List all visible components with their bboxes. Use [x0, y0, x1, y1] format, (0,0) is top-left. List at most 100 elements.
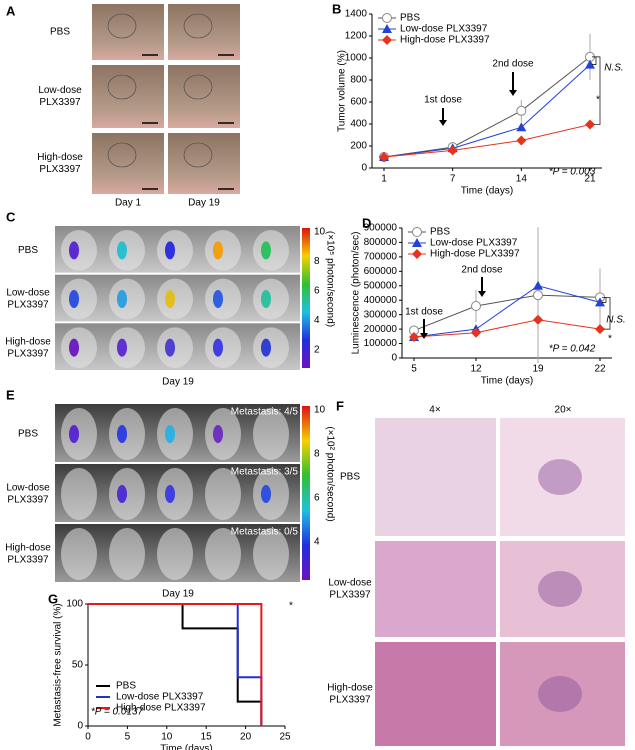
marker — [533, 290, 543, 301]
legend-label: Low-dose PLX3397 — [400, 24, 488, 35]
signal — [165, 338, 175, 357]
annotation: N.S. — [604, 63, 623, 74]
x-tick-label: 20 — [240, 732, 252, 743]
y-tick-label: 600000 — [364, 266, 398, 277]
signal — [261, 241, 271, 260]
mouse — [205, 468, 241, 520]
colorbar-unit: (×10⁵ photon/second) — [324, 231, 335, 327]
x-tick-label: 22 — [594, 364, 606, 375]
photo-detail — [107, 142, 137, 168]
annotation: 1st dose — [424, 95, 462, 106]
column-label: Day 19 — [188, 198, 220, 209]
marker — [471, 327, 481, 338]
row-label: PBS — [340, 472, 360, 483]
arrow-head — [478, 291, 486, 297]
legend-label: Low-dose PLX3397 — [430, 238, 518, 249]
y-tick-label: 700000 — [364, 252, 398, 263]
legend-label: High-dose PLX3397 — [400, 35, 490, 46]
signal — [69, 241, 79, 260]
x-tick-label: 10 — [161, 732, 173, 743]
histology — [375, 418, 496, 536]
y-tick-label: 600 — [350, 97, 367, 108]
histology — [375, 541, 496, 637]
x-tick-label: 25 — [279, 732, 291, 743]
legend-label: PBS — [400, 13, 420, 24]
caption: Day 19 — [162, 377, 194, 388]
metastasis-label: Metastasis: 3/5 — [231, 467, 299, 478]
row-label: Low-dose — [38, 85, 82, 96]
x-tick-label: 19 — [532, 364, 544, 375]
histology — [500, 541, 625, 637]
signal — [213, 338, 223, 357]
colorbar-tick: 8 — [314, 256, 320, 267]
signal — [117, 485, 127, 503]
signal — [261, 485, 271, 503]
y-tick-label: 300000 — [364, 309, 398, 320]
row-label: High-dose — [5, 336, 51, 347]
bracket — [594, 56, 601, 125]
caption: Day 19 — [162, 589, 194, 600]
annotation: * — [596, 95, 600, 106]
colorbar-tick: 4 — [314, 315, 320, 326]
x-axis-label: Time (days) — [461, 186, 513, 197]
legend-label: PBS — [116, 681, 136, 692]
mouse — [109, 528, 145, 580]
colorbar — [302, 228, 310, 368]
y-axis-label: Luminescence (photon/sec) — [351, 232, 362, 355]
metastasis-label: Metastasis: 0/5 — [231, 527, 299, 538]
lesion — [538, 676, 582, 712]
signal — [165, 485, 175, 503]
y-axis-label: Tumor volume (%) — [337, 50, 348, 132]
histology — [500, 418, 625, 536]
y-tick-label: 1000 — [345, 53, 368, 64]
colorbar-tick: 10 — [314, 227, 326, 238]
photo — [168, 65, 240, 128]
marker — [585, 59, 595, 69]
marker — [412, 238, 422, 247]
histology — [500, 642, 625, 746]
photo — [168, 133, 240, 194]
panel-label: F — [336, 398, 344, 413]
row-label: PLX3397 — [329, 590, 371, 601]
photo — [168, 4, 240, 60]
annotation: *P = 0.003 — [549, 167, 596, 178]
panel-label: A — [6, 3, 16, 18]
panel-label: B — [332, 1, 341, 16]
colorbar-tick: 2 — [314, 345, 320, 356]
x-tick-label: 1 — [381, 174, 387, 185]
colorbar-tick: 4 — [314, 536, 320, 547]
row-label: PLX3397 — [7, 348, 49, 359]
signal — [117, 290, 127, 308]
marker — [516, 122, 527, 132]
marker — [533, 314, 543, 325]
row-label: Low-dose — [328, 578, 372, 589]
histology — [375, 642, 496, 746]
marker — [412, 227, 422, 237]
annotation: 2nd dose — [461, 265, 503, 276]
marker — [595, 297, 605, 307]
colorbar — [302, 406, 310, 580]
y-tick-label: 0 — [77, 721, 83, 732]
row-label: PBS — [18, 245, 38, 256]
marker — [382, 35, 392, 45]
annotation: * — [289, 601, 293, 612]
column-label: Day 1 — [115, 198, 142, 209]
photo — [92, 133, 164, 194]
signal — [117, 338, 127, 357]
y-tick-label: 500000 — [364, 280, 398, 291]
panel-label: D — [362, 215, 371, 230]
y-tick-label: 0 — [391, 353, 397, 364]
row-label: PBS — [50, 27, 70, 38]
survival-line — [88, 603, 263, 726]
signal — [213, 425, 223, 443]
colorbar-tick: 6 — [314, 286, 320, 297]
marker — [412, 249, 422, 259]
column-label: 4× — [429, 405, 441, 416]
legend-label: Low-dose PLX3397 — [116, 692, 204, 703]
metastasis-label: Metastasis: 4/5 — [231, 407, 299, 418]
row-label: Low-dose — [6, 483, 50, 494]
bracket — [604, 296, 611, 330]
marker — [585, 119, 595, 130]
x-tick-label: 5 — [411, 364, 417, 375]
marker — [409, 332, 419, 343]
